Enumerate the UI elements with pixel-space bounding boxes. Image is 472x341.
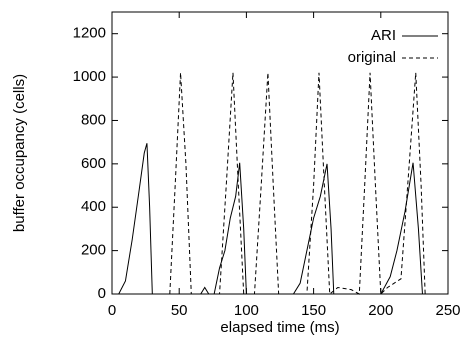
x-tick-label: 250: [435, 302, 460, 319]
y-tick-label: 1200: [73, 25, 106, 42]
legend-label: ARI: [371, 27, 396, 44]
x-tick-label: 50: [171, 302, 188, 319]
x-tick-label: 100: [234, 302, 259, 319]
x-tick-label: 200: [368, 302, 393, 319]
x-tick-label: 0: [108, 302, 116, 319]
y-tick-label: 1000: [73, 68, 106, 85]
series-line: [118, 143, 423, 295]
plot-frame: [111, 11, 449, 295]
series-line: [169, 72, 426, 296]
y-tick-label: 200: [81, 242, 106, 259]
x-axis-label: elapsed time (ms): [220, 319, 339, 336]
y-tick-label: 600: [81, 155, 106, 172]
legend-label: original: [348, 49, 396, 66]
y-axis-label: buffer occupancy (cells): [11, 74, 28, 232]
y-tick-label: 800: [81, 111, 106, 128]
y-tick-label: 400: [81, 198, 106, 215]
y-tick-label: 0: [98, 285, 106, 302]
x-tick-label: 150: [301, 302, 326, 319]
